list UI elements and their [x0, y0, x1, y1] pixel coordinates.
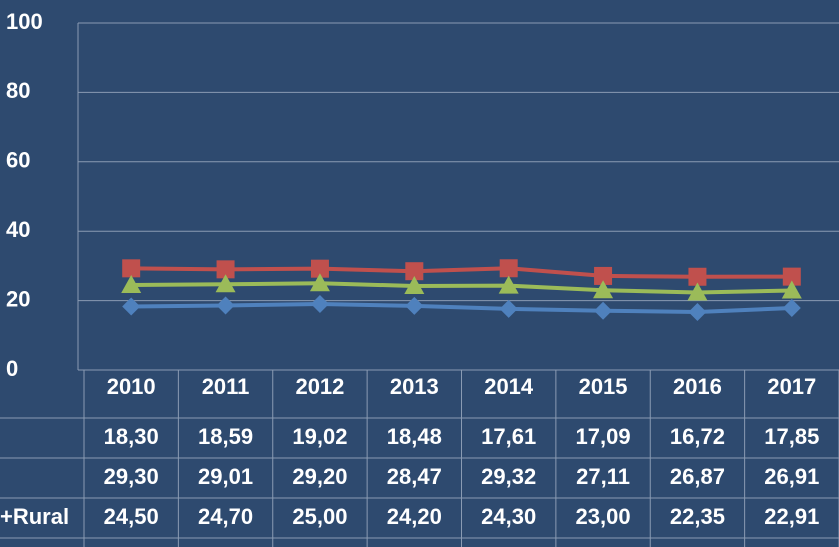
- x-tick-label: 2012: [295, 374, 344, 399]
- marker: [405, 262, 424, 281]
- marker: [499, 259, 518, 278]
- marker: [498, 275, 519, 294]
- y-tick-label: 100: [6, 9, 43, 34]
- y-tick-label: 60: [6, 148, 30, 173]
- table-value: 29,20: [292, 464, 347, 489]
- marker: [215, 274, 236, 293]
- marker: [499, 299, 518, 318]
- x-tick-label: 2010: [107, 374, 156, 399]
- table-value: 29,30: [104, 464, 159, 489]
- table-value: 26,87: [670, 464, 725, 489]
- table-value: 29,01: [198, 464, 253, 489]
- table-value: 27,11: [576, 464, 630, 489]
- marker: [593, 280, 614, 299]
- marker: [309, 273, 330, 292]
- x-tick-label: 2011: [202, 374, 250, 399]
- marker: [310, 295, 329, 314]
- table-value: 22,35: [670, 504, 725, 529]
- marker: [688, 267, 707, 286]
- marker: [782, 299, 801, 318]
- x-tick-label: 2016: [673, 374, 722, 399]
- table-value: 23,00: [576, 504, 631, 529]
- table-value: 18,30: [104, 424, 159, 449]
- marker: [405, 296, 424, 315]
- marker: [310, 259, 329, 278]
- marker: [404, 276, 425, 295]
- x-tick-label: 2017: [767, 374, 816, 399]
- table-value: 22,91: [764, 504, 819, 529]
- series-line: [131, 302, 792, 314]
- table-value: 24,70: [198, 504, 253, 529]
- table-value: 24,20: [387, 504, 442, 529]
- table-value: 25,00: [292, 504, 347, 529]
- table-value: 24,50: [104, 504, 159, 529]
- table-value: 16,72: [670, 424, 725, 449]
- marker: [121, 274, 142, 293]
- legend-label: +Rural: [0, 504, 69, 529]
- y-tick-label: 20: [6, 286, 30, 311]
- table-value: 26,91: [764, 464, 819, 489]
- marker: [594, 266, 613, 285]
- table-value: 28,47: [387, 464, 442, 489]
- table-value: 18,48: [387, 424, 442, 449]
- y-tick-label: 0: [6, 356, 18, 381]
- table-value: 29,32: [481, 464, 536, 489]
- table-value: 17,09: [576, 424, 631, 449]
- marker: [122, 297, 141, 316]
- x-tick-label: 2015: [579, 374, 628, 399]
- table-value: 17,61: [481, 424, 536, 449]
- series-line: [131, 281, 792, 295]
- table-value: 19,02: [292, 424, 347, 449]
- marker: [782, 267, 801, 286]
- table-value: 18,59: [198, 424, 253, 449]
- series-line: [131, 266, 792, 279]
- marker: [216, 296, 235, 315]
- table-value: 17,85: [764, 424, 819, 449]
- marker: [216, 260, 235, 279]
- marker: [688, 302, 707, 321]
- x-tick-label: 2013: [390, 374, 439, 399]
- marker: [687, 282, 708, 301]
- marker: [594, 301, 613, 320]
- y-tick-label: 40: [6, 217, 30, 242]
- table-value: 24,30: [481, 504, 536, 529]
- marker: [781, 280, 802, 299]
- x-tick-label: 2014: [484, 374, 534, 399]
- marker: [122, 259, 141, 278]
- y-tick-label: 80: [6, 78, 30, 103]
